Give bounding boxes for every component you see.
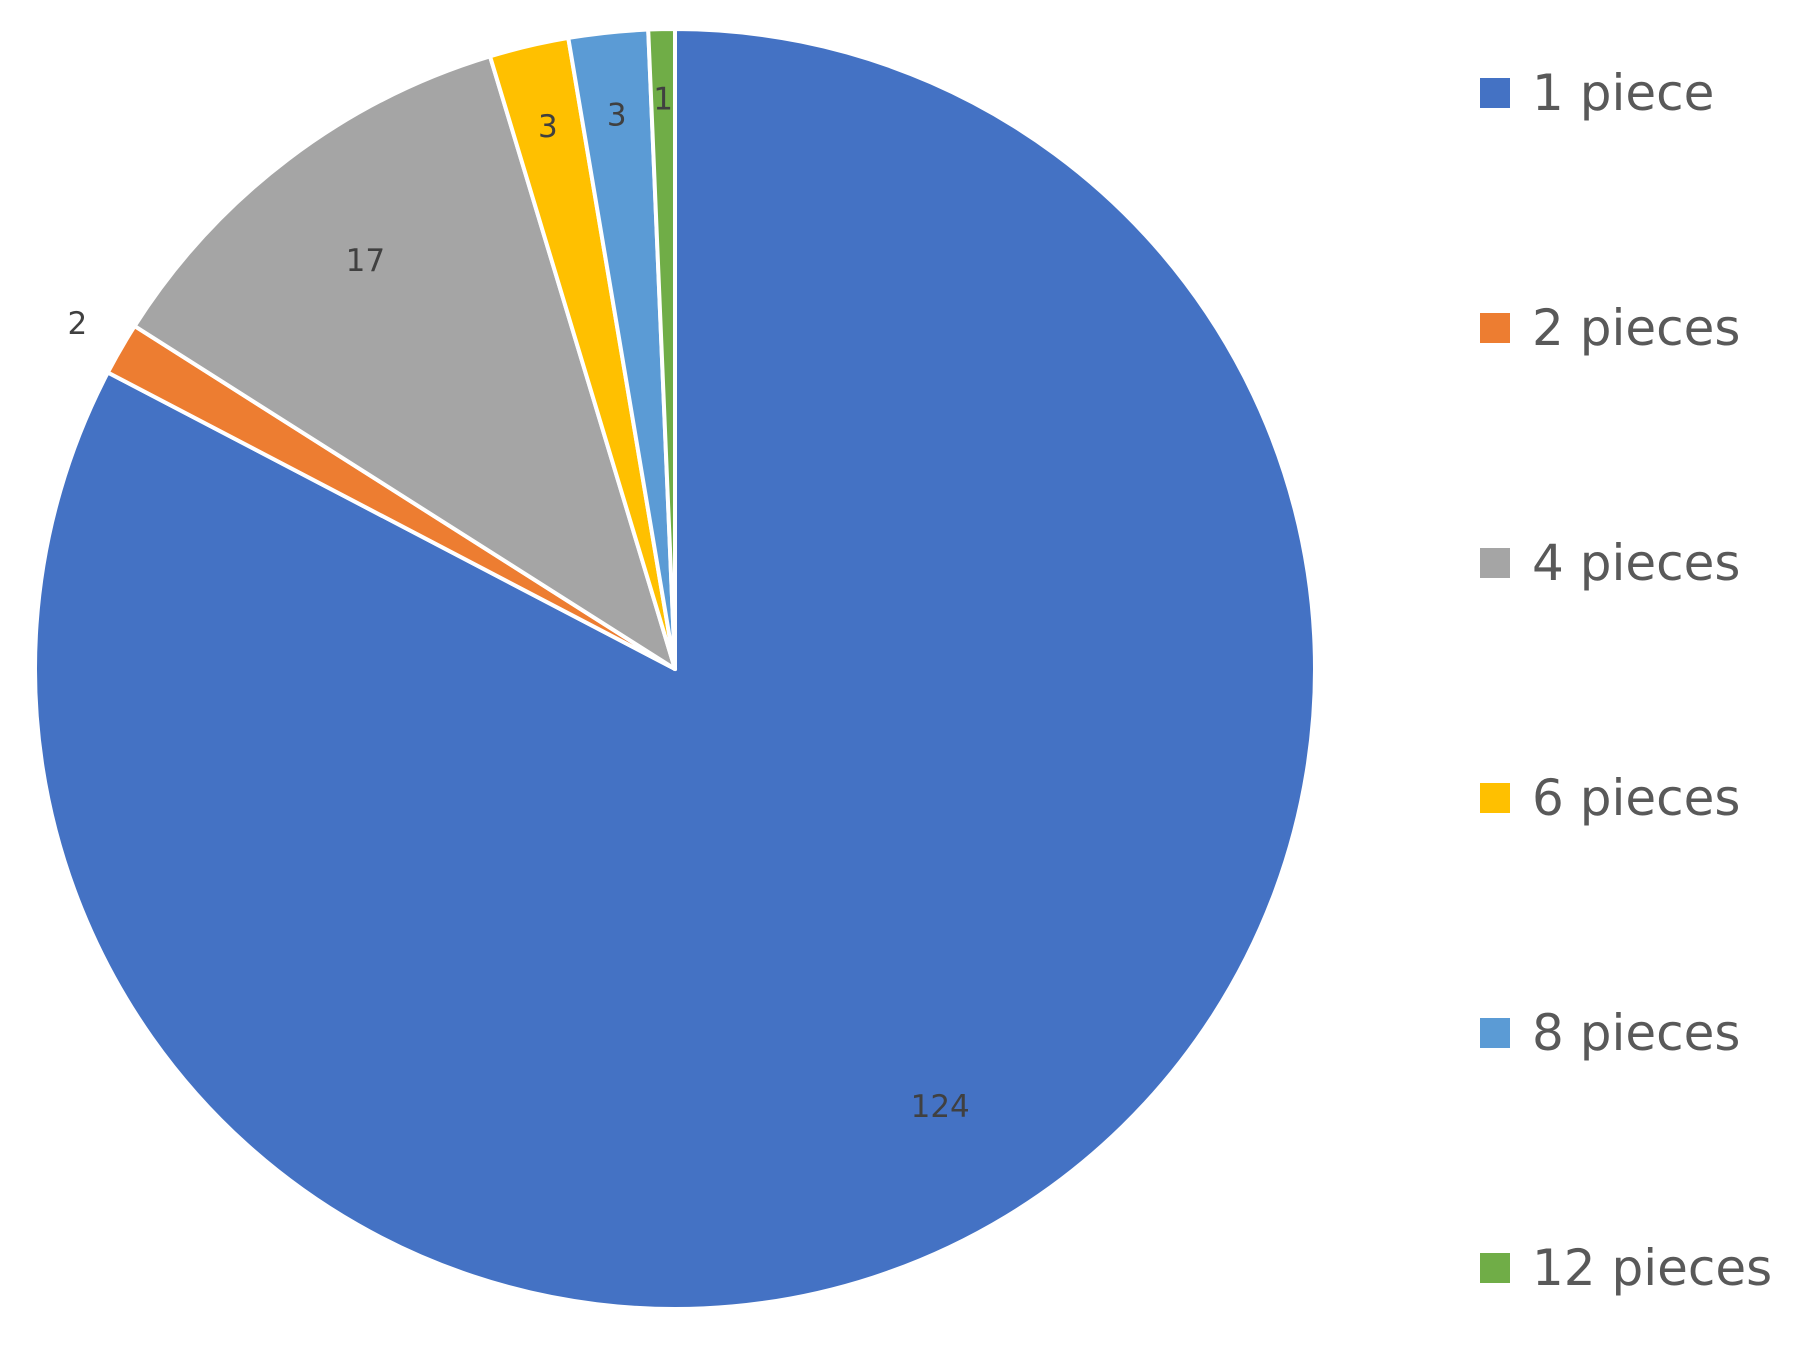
legend-swatch-8-pieces [1480, 1018, 1510, 1048]
legend-swatch-1-piece [1480, 78, 1510, 108]
data-label-1-piece: 124 [911, 1089, 970, 1125]
legend-label-12-pieces: 12 pieces [1532, 1239, 1772, 1297]
legend-swatch-2-pieces [1480, 313, 1510, 343]
data-label-4-pieces: 17 [346, 243, 385, 279]
legend-swatch-6-pieces [1480, 783, 1510, 813]
legend-swatch-12-pieces [1480, 1253, 1510, 1283]
data-label-12-pieces: 1 [653, 82, 673, 118]
legend-label-4-pieces: 4 pieces [1532, 534, 1740, 592]
legend-label-6-pieces: 6 pieces [1532, 769, 1740, 827]
legend-label-1-piece: 1 piece [1532, 64, 1714, 122]
data-label-8-pieces: 3 [607, 97, 627, 133]
pie-slices [33, 26, 1317, 1311]
legend-label-2-pieces: 2 pieces [1532, 299, 1740, 357]
legend-swatch-4-pieces [1480, 548, 1510, 578]
data-label-2-pieces: 2 [68, 306, 88, 342]
legend: 1 piece 2 pieces 4 pieces 6 pieces 8 pieces 1… [1480, 64, 1772, 1297]
legend-label-8-pieces: 8 pieces [1532, 1004, 1740, 1062]
pie-slice-4-pieces [132, 54, 677, 671]
data-label-6-pieces: 3 [538, 109, 558, 145]
pie-slice-12-pieces [646, 26, 677, 671]
